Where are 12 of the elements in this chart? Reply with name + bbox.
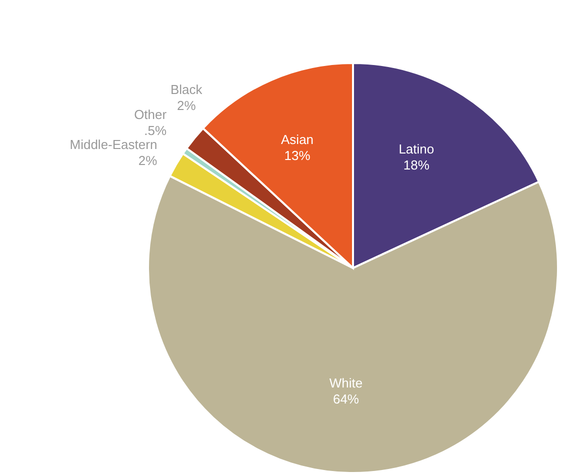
slice-label: Asian (281, 132, 314, 147)
slice-label: White (329, 375, 363, 390)
slice-label: Middle-Eastern (70, 136, 158, 152)
data-label: 2% (138, 153, 158, 168)
data-label: .5% (144, 123, 168, 138)
slice-label: Black (170, 82, 203, 97)
slice-label: Latino (398, 141, 434, 156)
slice-label: Other (134, 106, 168, 122)
data-label: 64% (332, 392, 360, 407)
data-label: 2% (176, 98, 196, 114)
data-label: 18% (403, 158, 430, 173)
data-label: 13% (284, 148, 311, 164)
